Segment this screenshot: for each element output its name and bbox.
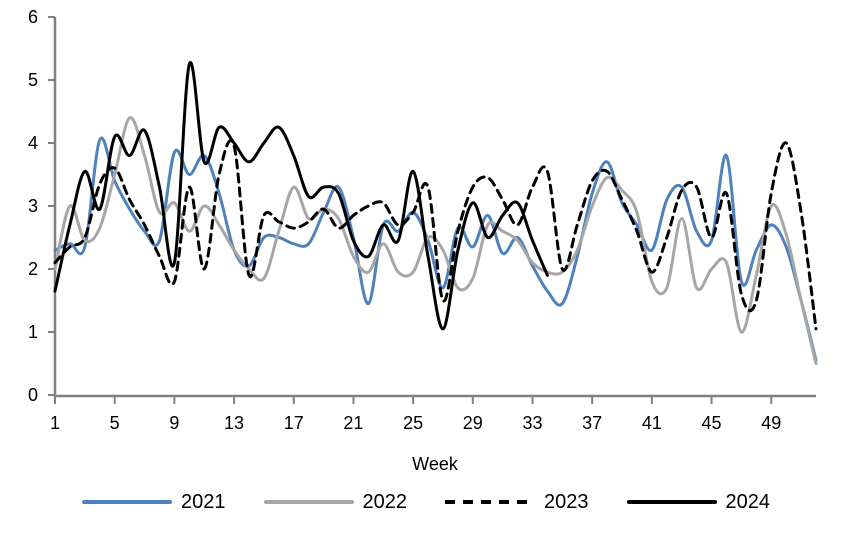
legend-line-2022-icon: [263, 500, 354, 504]
legend-label-2023: 2023: [544, 491, 589, 513]
legend-item-2021: 2021: [82, 492, 226, 512]
series-line-2021: [53, 136, 818, 362]
x-axis-tick-label: 9: [169, 413, 179, 433]
y-axis-tick-label: 1: [28, 322, 38, 342]
x-axis-tick-label: 33: [522, 413, 542, 433]
x-axis-tick-label: 21: [343, 413, 363, 433]
legend-item-2023: 2023: [445, 492, 589, 512]
x-axis-tick-label: 1: [50, 413, 60, 433]
plot-area: [53, 60, 818, 365]
legend-item-2024: 2024: [626, 491, 771, 513]
x-axis-tick-label: 25: [403, 413, 423, 433]
legend-line-2023-icon: [445, 500, 535, 504]
x-axis-tick-label: 17: [284, 413, 304, 433]
y-axis-tick-label: 6: [28, 7, 38, 27]
legend-line-2021-icon: [82, 500, 172, 504]
x-axis-title: Week: [412, 454, 459, 474]
x-axis-tick-label: 29: [463, 413, 483, 433]
x-axis-tick-label: 49: [761, 413, 781, 433]
x-axis-tick-label: 13: [224, 413, 244, 433]
y-axis-tick-label: 0: [28, 385, 38, 405]
legend-label-2021: 2021: [181, 491, 226, 513]
legend-item-2022: 2022: [263, 491, 408, 513]
x-axis-tick-label: 37: [582, 413, 602, 433]
legend-line-2024-icon: [626, 500, 717, 504]
y-axis-tick-label: 5: [28, 70, 38, 90]
legend: 2021 2022 2023 2024: [0, 492, 852, 512]
y-axis-tick-label: 2: [28, 259, 38, 279]
series-line-2023: [53, 139, 818, 331]
legend-label-2024: 2024: [725, 491, 771, 513]
x-axis-tick-label: 5: [110, 413, 120, 433]
y-axis-tick-label: 3: [28, 196, 38, 216]
legend-label-2022: 2022: [362, 491, 408, 513]
series-line-2024: [53, 60, 549, 331]
x-axis-tick-label: 41: [642, 413, 662, 433]
x-axis-tick-label: 45: [702, 413, 722, 433]
y-axis-tick-label: 4: [28, 133, 38, 153]
